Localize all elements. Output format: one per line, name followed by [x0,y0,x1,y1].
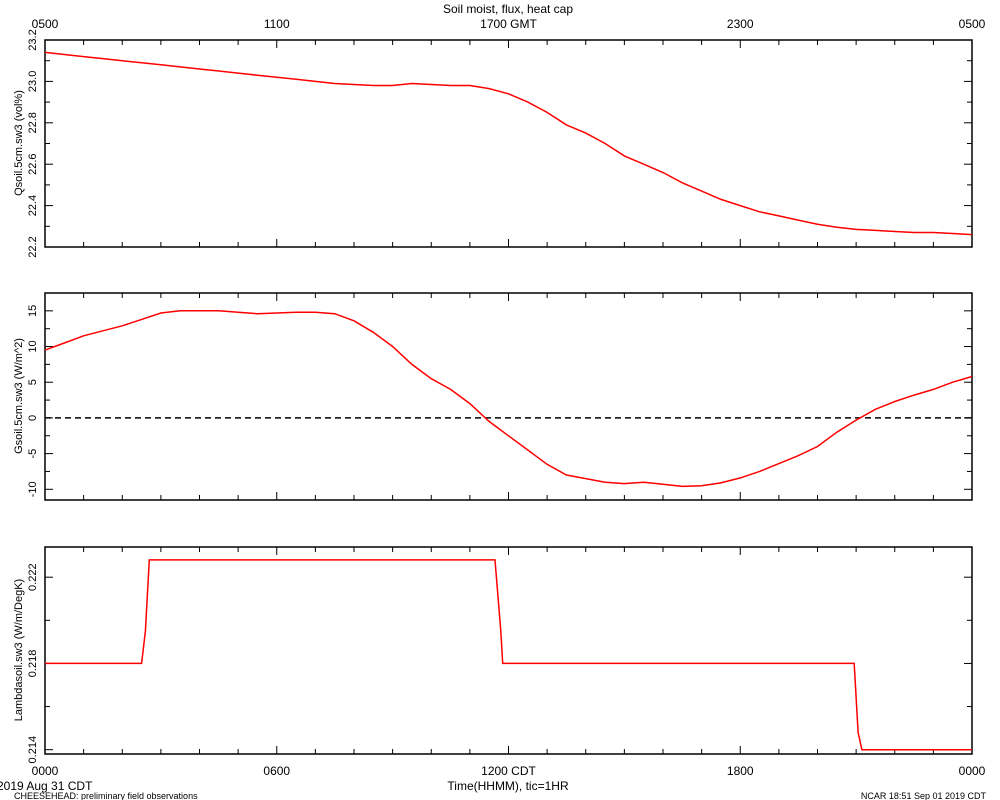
y-tick-label: 0.222 [27,563,39,591]
y-tick-label: 0.214 [27,736,39,764]
panel-soil-moisture: Qsoil.5cm.sw3 (vol%) 22.2 22.4 22.6 22.8 23.… [13,17,986,258]
plot-frame [44,292,973,501]
y-tick-label: -5 [27,449,39,459]
top-axis-tick-label: 0500 [959,17,986,31]
y-tick-label: -10 [27,481,39,497]
plot-frame [44,39,973,248]
y-tick-label: 0 [27,415,39,421]
top-axis-tick-label: 1100 [264,17,290,31]
y-tick-label: 22.4 [27,195,39,216]
plot-frame [44,546,973,755]
y-tick-label: 5 [27,379,39,385]
series-line [45,559,972,751]
panel-soil-heat-flux: Gsoil.5cm.sw3 (W/m^2) -10 -5 0 5 10 15 [13,292,973,501]
y-tick-label: 0.218 [27,650,39,678]
panel-thermal-conductivity: Lambdasoil.sw3 (W/m/DegK) 0.214 0.218 0.22… [13,546,986,778]
y-tick-label: 23.2 [27,29,39,50]
x-tick-label: 0000 [959,764,986,778]
footer-date: 2019 Aug 31 CDT [0,779,93,793]
y-tick-label: 15 [27,305,39,317]
footer-project: CHEESEHEAD: preliminary field observatio… [14,791,198,800]
series-line [44,51,973,236]
x-tick-label: 0000 [32,764,59,778]
y-tick-label: 23.0 [27,71,39,92]
y-axis-label-moisture: Qsoil.5cm.sw3 (vol%) [13,90,25,196]
top-axis-tick-label: 0500 [32,17,59,31]
y-axis-label-conductivity: Lambdasoil.sw3 (W/m/DegK) [13,579,25,721]
y-tick-label: 22.6 [27,153,39,174]
y-axis-label-flux: Gsoil.5cm.sw3 (W/m^2) [13,338,25,454]
x-tick-label: 1800 [727,764,754,778]
x-axis-label: Time(HHMM), tic=1HR [447,779,569,793]
series-line [44,310,973,488]
x-tick-label: 1200 CDT [481,764,536,778]
y-tick-label: 10 [27,340,39,352]
y-tick-label: 22.8 [27,112,39,133]
footer-credit: NCAR 18:51 Sep 01 2019 CDT [861,791,987,800]
top-axis-tick-label: 1700 GMT [480,17,537,31]
top-axis-tick-label: 2300 [727,17,754,31]
y-tick-label: 22.2 [27,236,39,257]
x-tick-label: 0600 [263,764,290,778]
chart-title: Soil moist, flux, heat cap [443,2,573,16]
